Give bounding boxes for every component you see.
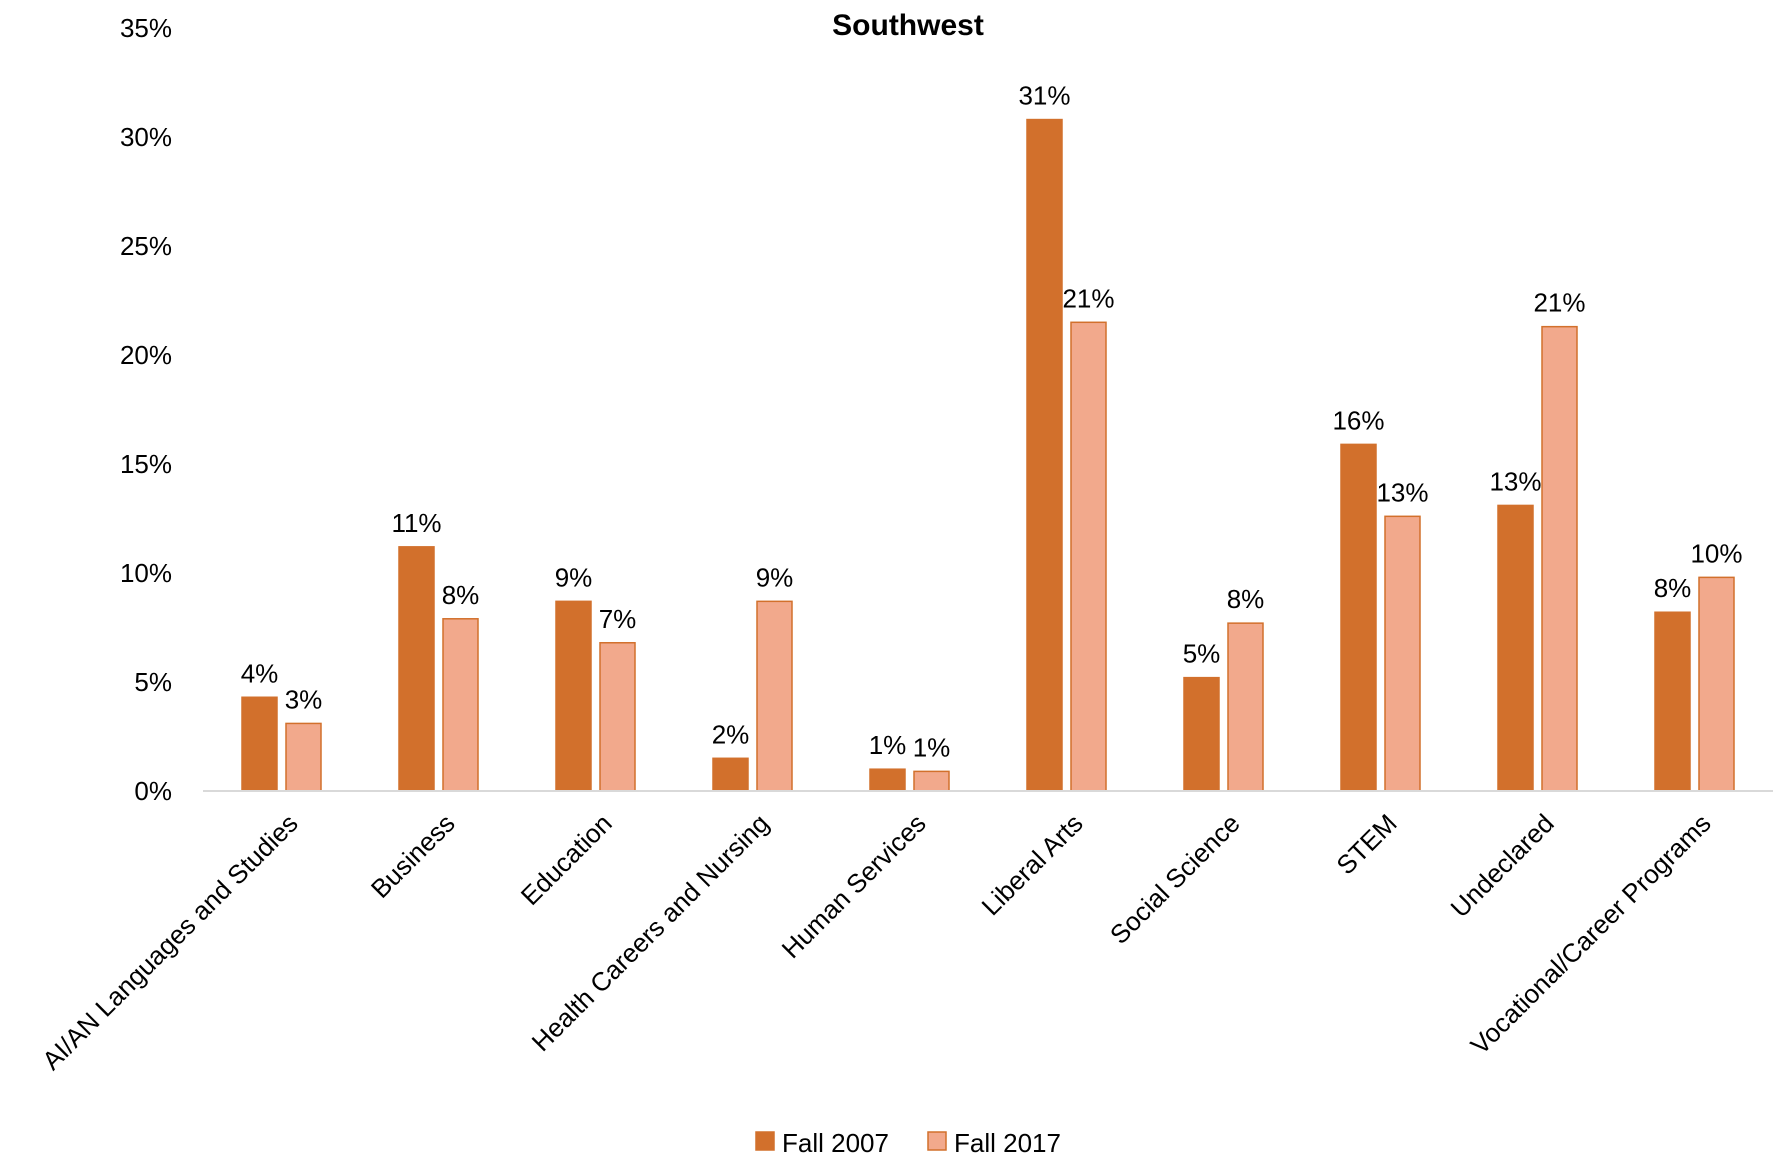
y-tick-label: 25% [120,231,172,261]
x-tick-label: AI/AN Languages and Studies [36,808,304,1076]
y-tick-label: 10% [120,558,172,588]
x-axis: AI/AN Languages and Studies Business Educa… [36,808,1717,1076]
y-tick-label: 15% [120,449,172,479]
data-label: 5% [1183,639,1221,669]
bar-fall-2007 [1340,443,1377,792]
bars [241,118,1735,792]
bar-fall-2017 [1227,622,1264,792]
x-tick-label: Human Services [776,808,932,964]
data-label: 9% [555,562,593,592]
bar-fall-2017 [442,618,479,792]
bar-fall-2007 [398,546,435,792]
x-tick-label: Undeclared [1444,808,1559,923]
y-axis: 0% 5% 10% 15% 20% 25% 30% 35% [120,13,172,806]
bar-fall-2007 [869,768,906,792]
bar-fall-2007 [1026,118,1063,792]
y-tick-label: 30% [120,122,172,152]
bar-fall-2017 [285,722,322,792]
bar-fall-2007 [1183,676,1220,792]
data-label: 8% [442,580,480,610]
data-label: 9% [756,562,794,592]
bar-fall-2017 [1384,515,1421,792]
x-tick-label: Liberal Arts [976,808,1089,921]
data-label: 1% [913,732,951,762]
bar-fall-2007 [1654,611,1691,792]
data-label: 21% [1533,288,1585,318]
y-tick-label: 5% [134,667,172,697]
data-label: 3% [285,684,323,714]
bar-fall-2017 [1541,325,1578,792]
y-tick-label: 35% [120,13,172,43]
data-label: 1% [869,730,907,760]
data-label: 13% [1376,477,1428,507]
y-tick-label: 0% [134,776,172,806]
bar-fall-2017 [1070,321,1107,792]
data-label: 11% [391,508,441,538]
legend-label: Fall 2007 [782,1128,889,1158]
bar-fall-2017 [599,642,636,792]
bar-fall-2017 [913,770,950,792]
data-label: 31% [1018,81,1070,111]
bar-fall-2017 [1698,576,1735,792]
data-label: 16% [1332,405,1384,435]
x-tick-label: Business [365,808,461,904]
bar-fall-2007 [1497,504,1534,792]
data-label: 2% [712,719,750,749]
data-label: 10% [1690,538,1742,568]
bar-fall-2017 [756,600,793,792]
data-labels: 4%3%11%8%9%7%2%9%1% 1%31%21%5%8%16%13% 13%… [241,81,1743,763]
legend-swatch-fall-2007 [755,1131,775,1151]
x-tick-label: Social Science [1104,808,1246,950]
chart-title: Southwest [832,9,984,42]
data-label: 8% [1227,584,1265,614]
bar-fall-2007 [712,757,749,792]
bar-fall-2007 [555,600,592,792]
y-tick-label: 20% [120,340,172,370]
legend-swatch-fall-2017 [927,1131,947,1151]
data-label: 21% [1062,283,1114,313]
legend: Fall 2007 Fall 2017 [755,1128,1061,1158]
x-tick-label: STEM [1330,808,1402,880]
legend-label: Fall 2017 [954,1128,1061,1158]
bar-fall-2007 [241,696,278,792]
data-label: 13% [1489,466,1541,496]
data-label: 7% [599,604,637,634]
data-label: 4% [241,658,279,688]
data-label: 8% [1654,573,1692,603]
x-tick-label: Education [515,808,618,911]
